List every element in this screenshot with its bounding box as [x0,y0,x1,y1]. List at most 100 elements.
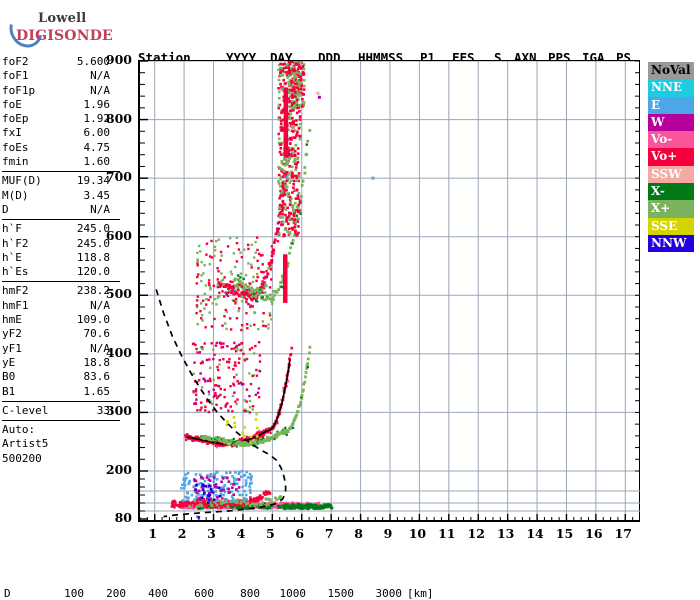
param-name: yF2 [2,327,22,341]
echo-point [225,500,228,504]
echo-point [222,285,226,288]
distance-value-3: 600 [194,587,214,600]
echo-point [243,473,247,477]
echo-point [221,324,224,327]
echo-point [287,61,291,64]
echo-point [293,129,297,132]
legend-item-nnw[interactable]: NNW [648,234,694,253]
echo-point [240,504,244,507]
echo-point [184,473,187,476]
echo-point [240,295,243,298]
echo-point [231,497,235,500]
param-value: 70.6 [83,327,111,341]
echo-point [295,188,299,192]
legend-item-sse[interactable]: SSE [648,217,694,235]
echo-point [299,73,302,76]
param-name: fxI [2,126,22,140]
legend-item-ssw[interactable]: SSW [648,165,694,184]
param-name: foF1p [2,83,36,97]
echo-point [196,322,199,326]
echo-point [216,295,220,298]
echo-point [271,296,275,300]
echo-point [285,188,288,192]
echo-point [280,168,284,171]
auto-scaler-block: Auto: Artist5 500200 [2,423,120,468]
doppler-color-legend: NoVal NNE E W Vo- Vo+ SSW X- X+ SSE NNW [648,62,694,253]
echo-point [201,499,205,503]
legend-item-vo[interactable]: Vo- [648,131,694,149]
ionogram-plot-area[interactable] [138,60,640,522]
echo-point [293,82,297,86]
echo-point [200,401,203,404]
param-name: hmE [2,313,22,327]
echo-point [295,96,299,100]
echo-point [280,209,284,213]
echo-point [250,243,253,247]
echo-point [200,406,203,409]
echo-point [214,494,218,497]
echo-point [304,371,308,374]
echo-point [246,501,250,505]
echo-point [212,476,216,479]
echo-point [296,93,300,96]
echo-point [244,493,248,497]
echo-point [244,479,248,482]
echo-point [286,159,289,162]
echo-point [231,280,234,284]
echo-point [235,445,238,448]
echo-point [242,444,245,447]
echo-point [262,276,266,280]
echo-point [196,409,199,412]
echo-point [289,137,292,141]
legend-item-x[interactable]: X- [648,183,694,201]
param-name: C-level [2,403,49,417]
legend-item-nne[interactable]: NNE [648,79,694,97]
echo-point [297,82,301,86]
echo-point [237,248,241,251]
echo-point [236,285,240,289]
echo-point [306,362,309,366]
echo-point [294,231,297,235]
echo-point [224,285,227,289]
echo-point [321,506,325,510]
echo-point [249,491,252,495]
echo-point [291,176,294,179]
echo-point [194,388,198,391]
echo-point [280,161,284,165]
echo-point [219,259,222,262]
echo-point [262,505,266,509]
echo-point [303,171,307,175]
param-value: 245.0 [76,222,110,236]
echo-point [226,294,230,298]
echo-point [270,245,274,248]
echo-point [269,278,273,281]
legend-item-e[interactable]: E [648,96,694,114]
echo-point [218,376,221,379]
legend-item-vo[interactable]: Vo+ [648,148,694,166]
echo-point [196,260,200,263]
echo-point [277,118,281,121]
echo-point [184,476,188,480]
echo-point [226,402,229,405]
legend-item-noval[interactable]: NoVal [648,62,694,80]
echo-point [304,504,309,508]
echo-point [292,210,296,213]
echo-point [173,500,177,504]
echo-point [298,78,301,82]
echo-point [296,220,299,223]
echo-point [257,252,261,256]
legend-item-x[interactable]: X+ [648,200,694,218]
echo-point [248,472,252,476]
echo-point [295,119,298,122]
echo-point [270,261,274,264]
echo-point [232,441,235,444]
echo-point [222,342,225,345]
echo-point [301,73,305,76]
param-value: 1.65 [83,384,111,398]
echo-point [248,488,252,492]
echo-point [250,481,253,485]
echo-point [272,248,276,252]
echo-point [279,126,283,129]
echo-point [277,68,280,72]
legend-item-w[interactable]: W [648,113,694,132]
